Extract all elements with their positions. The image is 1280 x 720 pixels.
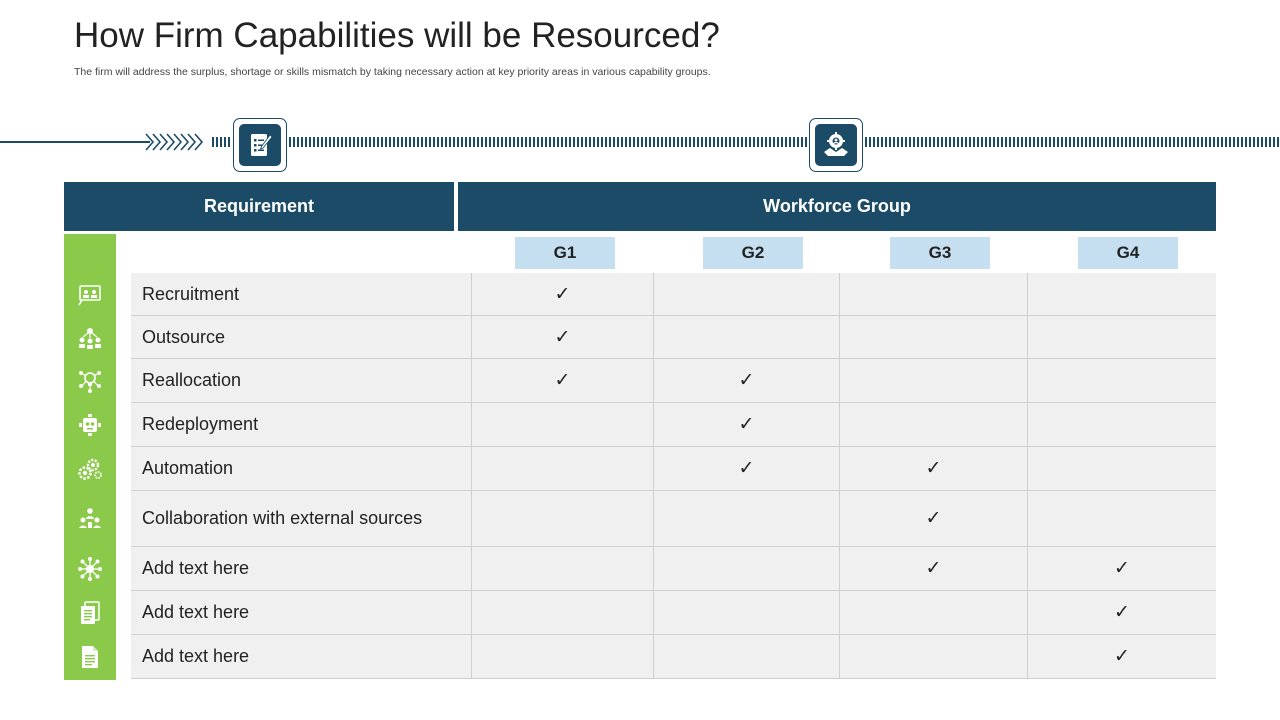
recruitment-board-icon	[64, 273, 116, 316]
checklist-icon	[251, 134, 273, 156]
row-label: Automation	[142, 458, 234, 478]
cell-g3: ✓	[839, 547, 1027, 590]
cell-g2: ✓	[653, 359, 839, 402]
timeline-hatch	[212, 137, 232, 147]
cell-g2	[653, 316, 839, 358]
cell-g1: ✓	[471, 359, 653, 402]
cell-g4	[1027, 447, 1216, 490]
table-row: Redeployment ✓	[131, 403, 1216, 447]
timeline-hatch	[865, 137, 1280, 147]
check-mark: ✓	[1114, 558, 1130, 579]
group-chip-g2: G2	[703, 237, 803, 269]
cell-g4	[1027, 273, 1216, 315]
cell-g4: ✓	[1027, 591, 1216, 634]
cell-g4: ✓	[1027, 547, 1216, 590]
network-hub-icon	[64, 547, 116, 591]
row-label: Reallocation	[142, 370, 242, 390]
cell-g3: ✓	[839, 491, 1027, 546]
cell-g2	[653, 491, 839, 546]
table-row: Add text here ✓	[131, 591, 1216, 635]
cell-g1	[471, 547, 653, 590]
gears-icon	[64, 447, 116, 491]
timeline-line	[0, 141, 150, 143]
check-mark: ✓	[1114, 646, 1130, 667]
cell-g3: ✓	[839, 447, 1027, 490]
cell-g3	[839, 635, 1027, 678]
cell-g3	[839, 359, 1027, 402]
table-row: Recruitment ✓	[131, 273, 1216, 316]
cell-g4	[1027, 491, 1216, 546]
cell-g4	[1027, 403, 1216, 446]
check-mark: ✓	[738, 370, 755, 391]
icon-column	[64, 234, 116, 680]
row-label: Add text here	[142, 646, 250, 666]
cell-g1: ✓	[471, 273, 653, 315]
cell-g1	[471, 591, 653, 634]
cell-g2	[653, 591, 839, 634]
cell-g3	[839, 273, 1027, 315]
check-mark: ✓	[554, 283, 571, 305]
cell-g3	[839, 316, 1027, 358]
table-row: Collaboration with external sources ✓	[131, 491, 1216, 547]
group-chip-g3: G3	[890, 237, 990, 269]
group-chip-g4: G4	[1078, 237, 1178, 269]
cell-g3	[839, 403, 1027, 446]
row-label: Collaboration with external sources	[142, 508, 423, 528]
cell-g4	[1027, 316, 1216, 358]
check-mark: ✓	[554, 370, 571, 391]
idea-network-icon	[64, 359, 116, 403]
timeline-badge-workforce	[809, 118, 863, 172]
check-mark: ✓	[925, 558, 942, 579]
row-label: Recruitment	[142, 283, 240, 304]
cell-g1	[471, 491, 653, 546]
cell-g1	[471, 447, 653, 490]
document-icon	[64, 635, 116, 679]
check-mark: ✓	[925, 458, 942, 479]
check-mark: ✓	[925, 508, 942, 529]
workforce-group-header: Workforce Group	[458, 182, 1216, 231]
cell-g2	[653, 547, 839, 590]
gear-robot-icon	[64, 403, 116, 447]
check-mark: ✓	[554, 326, 571, 348]
cell-g4	[1027, 359, 1216, 402]
table-row: Reallocation ✓ ✓	[131, 359, 1216, 403]
cell-g3	[839, 591, 1027, 634]
row-label: Outsource	[142, 326, 226, 347]
documents-icon	[64, 591, 116, 635]
table-row: Add text here ✓	[131, 635, 1216, 679]
cell-g2	[653, 273, 839, 315]
timeline-hatch	[289, 137, 808, 147]
check-mark: ✓	[738, 414, 755, 435]
requirement-header: Requirement	[64, 182, 454, 231]
table-row: Outsource ✓	[131, 316, 1216, 359]
cell-g1	[471, 635, 653, 678]
cell-g1: ✓	[471, 316, 653, 358]
page-subtitle: The firm will address the surplus, short…	[74, 66, 711, 78]
cell-g2: ✓	[653, 403, 839, 446]
table-row: Automation ✓ ✓	[131, 447, 1216, 491]
cell-g2: ✓	[653, 447, 839, 490]
row-label: Redeployment	[142, 414, 259, 434]
cell-g4: ✓	[1027, 635, 1216, 678]
check-mark: ✓	[1114, 602, 1130, 623]
group-chip-g1: G1	[515, 237, 615, 269]
row-label: Add text here	[142, 558, 250, 578]
row-label: Add text here	[142, 602, 250, 622]
handshake-gear-icon	[824, 132, 848, 156]
team-network-icon	[64, 316, 116, 359]
timeline-badge-requirement	[233, 118, 287, 172]
table-row: Add text here ✓ ✓	[131, 547, 1216, 591]
cell-g2	[653, 635, 839, 678]
page-title: How Firm Capabilities will be Resourced?	[74, 16, 720, 55]
chevrons-icon	[145, 133, 204, 151]
cell-g1	[471, 403, 653, 446]
people-collaboration-icon	[64, 491, 116, 547]
check-mark: ✓	[738, 458, 755, 479]
